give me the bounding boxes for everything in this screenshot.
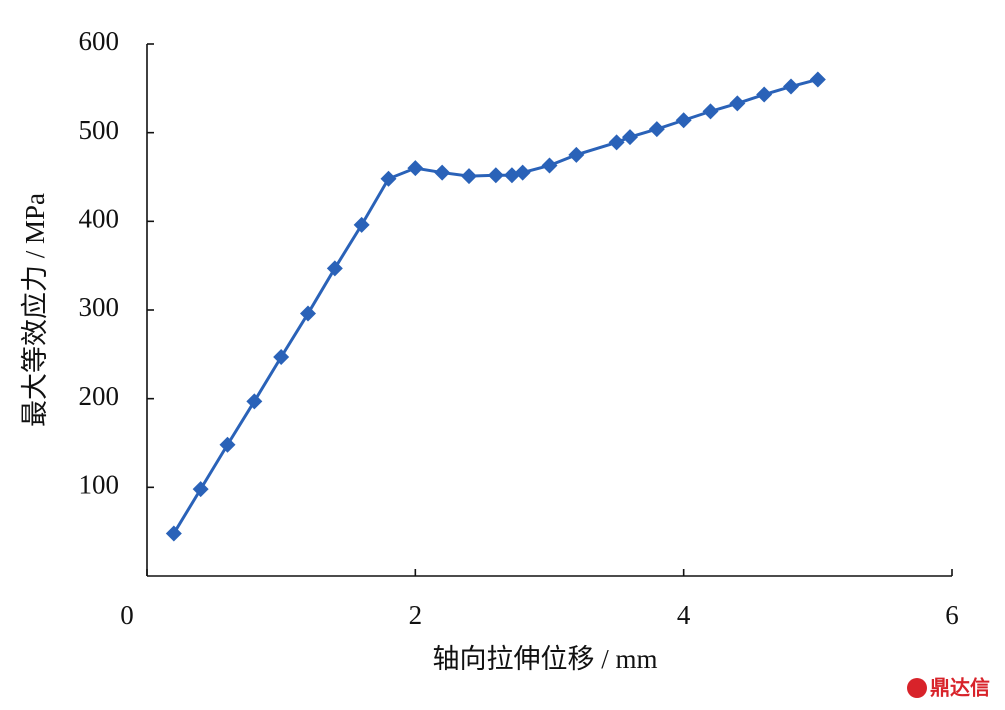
- marker: [756, 86, 773, 103]
- y-axis-label: 最大等效应力 / MPa: [20, 193, 50, 427]
- marker: [568, 146, 585, 163]
- y-tick-label: 500: [79, 115, 120, 145]
- marker: [273, 348, 290, 365]
- logo-icon: [907, 678, 927, 698]
- marker: [300, 305, 316, 322]
- y-tick-label: 600: [79, 26, 120, 56]
- marker: [608, 134, 625, 151]
- marker: [541, 157, 558, 174]
- marker: [648, 121, 665, 138]
- marker: [461, 168, 477, 185]
- y-tick-label: 100: [79, 470, 120, 500]
- marker: [675, 112, 692, 129]
- marker: [353, 216, 370, 233]
- marker: [434, 164, 451, 181]
- watermark: 鼎达信: [930, 676, 990, 700]
- marker: [165, 525, 182, 542]
- marker: [783, 78, 799, 95]
- x-tick-label: 6: [945, 600, 959, 630]
- x-axis-label: 轴向拉伸位移 / mm: [432, 644, 657, 674]
- marker: [326, 260, 343, 277]
- marker: [622, 129, 638, 146]
- marker: [809, 71, 826, 88]
- marker: [503, 167, 520, 184]
- x-tick-label: 2: [409, 600, 423, 630]
- x-tick-label: 0: [120, 600, 134, 630]
- marker: [246, 393, 263, 410]
- marker: [380, 170, 397, 187]
- y-tick-label: 300: [79, 292, 120, 322]
- marker: [514, 164, 531, 181]
- marker: [192, 481, 209, 498]
- marker: [487, 167, 504, 184]
- line: [172, 78, 819, 535]
- marker: [702, 103, 719, 120]
- marker: [219, 436, 236, 453]
- x-tick-label: 4: [677, 600, 691, 630]
- y-tick-label: 400: [79, 204, 120, 234]
- y-tick-label: 200: [79, 381, 120, 411]
- marker: [407, 160, 424, 177]
- marker: [729, 95, 746, 112]
